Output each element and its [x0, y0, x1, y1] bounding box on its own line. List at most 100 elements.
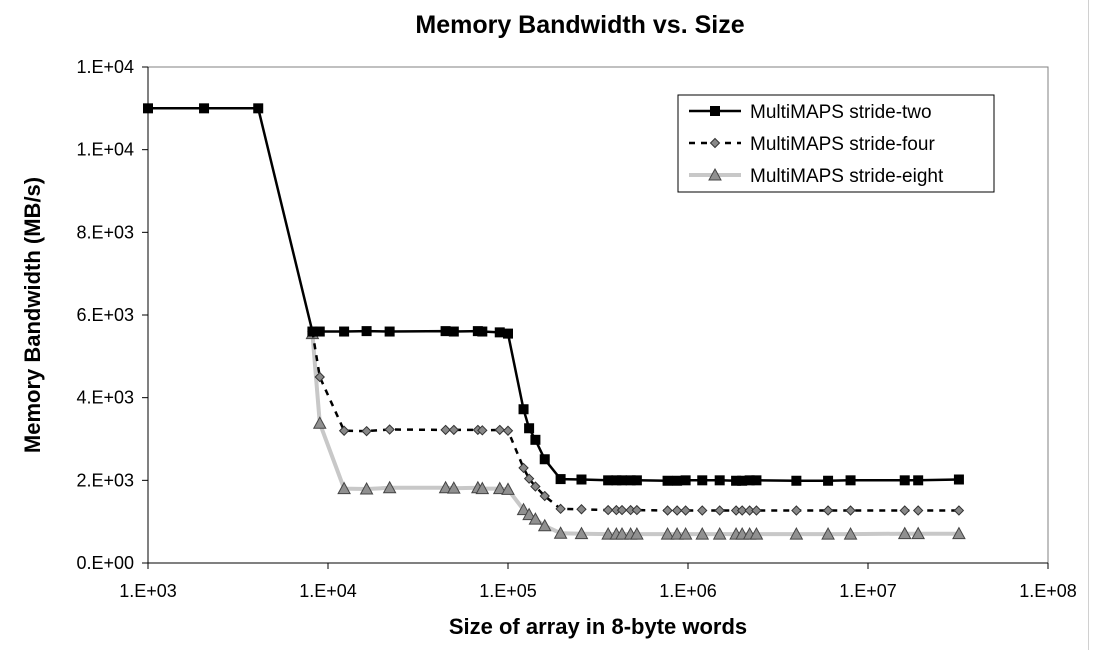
data-point-stride-eight: [446, 481, 461, 494]
data-point-stride-two: [524, 423, 535, 434]
data-point-stride-four: [953, 505, 965, 516]
x-tick-label: 1.E+07: [839, 581, 897, 601]
y-axis-label: Memory Bandwidth (MB/s): [20, 177, 45, 453]
data-point-stride-two: [530, 434, 541, 445]
data-point-stride-four: [494, 424, 505, 436]
data-point-stride-four: [539, 490, 550, 502]
data-point-stride-eight: [911, 526, 926, 540]
data-point-stride-two: [680, 475, 691, 486]
data-point-stride-eight: [601, 527, 615, 540]
data-point-stride-eight: [789, 527, 804, 540]
data-point-stride-four: [697, 505, 708, 516]
data-point-stride-four: [523, 473, 535, 484]
y-tick-label: 4.E+03: [76, 388, 134, 408]
data-point-stride-eight: [678, 527, 693, 540]
legend-item-stride-four: MultiMAPS stride-four: [689, 134, 935, 155]
x-tick-label: 1.E+03: [119, 581, 177, 601]
series-stride-two: [143, 103, 964, 486]
data-point-stride-eight: [897, 526, 912, 540]
data-point-stride-four: [744, 505, 755, 516]
data-point-stride-two: [662, 475, 673, 486]
data-point-stride-two: [555, 474, 566, 485]
data-point-stride-eight: [843, 527, 858, 540]
data-point-stride-two: [384, 326, 395, 337]
data-point-stride-four: [602, 504, 614, 516]
data-point-stride-two: [314, 326, 325, 337]
data-point-stride-eight: [312, 416, 327, 429]
data-point-stride-two: [494, 327, 505, 338]
data-point-stride-eight: [630, 527, 644, 540]
data-point-stride-eight: [337, 481, 351, 495]
data-point-stride-two: [361, 326, 372, 337]
x-tick-label: 1.E+08: [1019, 581, 1077, 601]
data-point-stride-eight: [501, 482, 515, 495]
data-point-stride-eight: [712, 527, 727, 540]
data-point-stride-two: [253, 103, 264, 114]
data-point-stride-eight: [660, 527, 675, 540]
data-point-stride-eight: [952, 526, 966, 540]
data-point-stride-four: [361, 425, 372, 437]
y-tick-label: 1.E+04: [76, 57, 134, 77]
data-point-stride-eight: [492, 481, 507, 495]
data-point-stride-four: [384, 424, 395, 435]
legend-item-stride-eight: MultiMAPS stride-eight: [689, 166, 944, 187]
data-point-stride-two: [845, 475, 856, 486]
data-point-stride-four: [555, 503, 566, 515]
y-tick-label: 1.E+04: [76, 140, 134, 160]
data-point-stride-four: [680, 505, 691, 516]
data-point-stride-four: [822, 505, 834, 516]
data-point-stride-eight: [821, 527, 835, 540]
data-point-stride-two: [576, 474, 587, 485]
series-stride-four: [307, 326, 965, 516]
data-point-stride-eight: [516, 502, 531, 516]
x-axis: 1.E+03 1.E+04 1.E+05 1.E+06 1.E+07 1.E+08: [119, 562, 1077, 601]
data-point-stride-eight: [359, 481, 374, 495]
data-point-stride-two: [199, 103, 210, 114]
data-point-stride-eight: [382, 480, 397, 494]
series-layer: [143, 103, 966, 540]
data-point-stride-eight: [475, 481, 490, 495]
data-point-stride-two: [477, 326, 488, 337]
x-tick-label: 1.E+06: [659, 581, 717, 601]
data-point-stride-eight: [438, 480, 453, 494]
series-stride-eight: [305, 326, 966, 540]
data-point-stride-two: [339, 326, 350, 337]
data-point-stride-two: [953, 474, 964, 485]
x-tick-label: 1.E+04: [299, 581, 357, 601]
legend-marker: [709, 137, 721, 149]
data-point-stride-two: [603, 475, 614, 486]
data-point-stride-four: [576, 504, 587, 515]
data-point-stride-eight: [537, 518, 552, 532]
data-point-stride-two: [631, 475, 642, 486]
data-point-stride-two: [503, 328, 513, 339]
data-point-stride-two: [899, 475, 910, 486]
x-axis-label: Size of array in 8-byte words: [449, 614, 747, 639]
data-point-stride-four: [751, 505, 762, 516]
data-point-stride-four: [912, 505, 924, 516]
page-edge-rule: [1088, 0, 1089, 650]
data-point-stride-four: [530, 481, 541, 492]
data-point-stride-two: [714, 475, 725, 486]
data-point-stride-four: [518, 462, 529, 474]
data-point-stride-four: [314, 371, 325, 383]
data-point-stride-four: [616, 504, 628, 516]
data-point-stride-four: [736, 505, 748, 516]
data-point-stride-four: [631, 504, 643, 516]
data-point-stride-two: [143, 103, 153, 114]
legend-label: MultiMAPS stride-eight: [750, 166, 944, 187]
data-point-stride-two: [518, 404, 529, 415]
y-axis: 0.E+00 2.E+03 4.E+03 6.E+03 8.E+03 1.E+04 1.E+…: [76, 57, 149, 573]
y-tick-label: 8.E+03: [76, 222, 134, 242]
legend-label: MultiMAPS stride-two: [750, 102, 932, 123]
data-point-stride-two: [672, 475, 683, 486]
legend-item-stride-two: MultiMAPS stride-two: [689, 102, 932, 123]
data-point-stride-four: [477, 425, 488, 436]
data-point-stride-four: [791, 505, 802, 516]
data-point-stride-two: [751, 475, 762, 486]
data-point-stride-eight: [749, 527, 764, 540]
legend-marker: [710, 106, 720, 116]
data-point-stride-four: [899, 505, 910, 516]
data-point-stride-four: [671, 505, 683, 516]
legend-label: MultiMAPS stride-four: [750, 134, 935, 155]
